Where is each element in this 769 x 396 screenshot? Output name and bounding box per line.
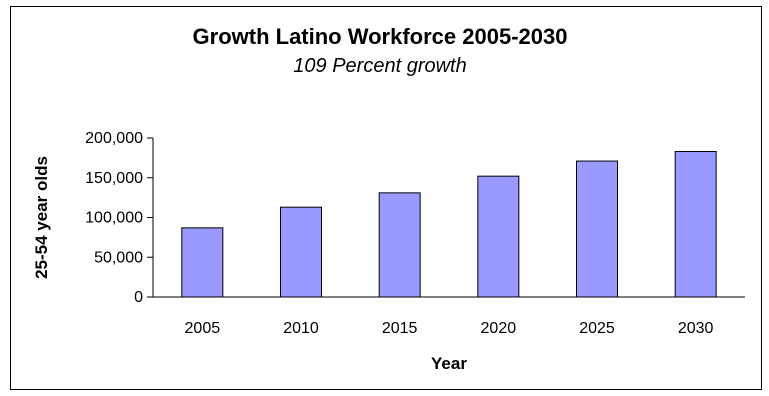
- x-axis-label: Year: [431, 354, 467, 373]
- x-tick-label: 2010: [283, 320, 319, 337]
- x-tick-label: 2025: [579, 320, 615, 337]
- bar-2025: [576, 160, 618, 298]
- y-tick-label: 100,000: [85, 210, 143, 227]
- y-axis-label: 25-54 year olds: [32, 156, 51, 279]
- bar-2005: [181, 227, 224, 298]
- bars: [181, 151, 717, 298]
- y-tick-label: 200,000: [85, 130, 143, 147]
- bar-2020: [477, 175, 520, 298]
- y-axis-ticks: 0 50,000 100,000 150,000 200,000: [85, 130, 153, 306]
- y-tick-label: 50,000: [94, 249, 143, 266]
- bar-2015: [378, 192, 421, 298]
- y-tick-label: 150,000: [85, 170, 143, 187]
- x-axis-tick-labels: 2005 2010 2015 2020 2025 2030: [185, 320, 714, 337]
- x-tick-label: 2015: [382, 320, 418, 337]
- bar-2030: [674, 151, 717, 298]
- chart-title: Growth Latino Workforce 2005-2030: [192, 24, 568, 49]
- x-tick-label: 2030: [678, 320, 714, 337]
- x-tick-label: 2005: [185, 320, 221, 337]
- x-tick-label: 2020: [481, 320, 517, 337]
- chart-subtitle: 109 Percent growth: [293, 55, 467, 77]
- bar-2010: [280, 206, 322, 298]
- y-tick-label: 0: [134, 289, 143, 306]
